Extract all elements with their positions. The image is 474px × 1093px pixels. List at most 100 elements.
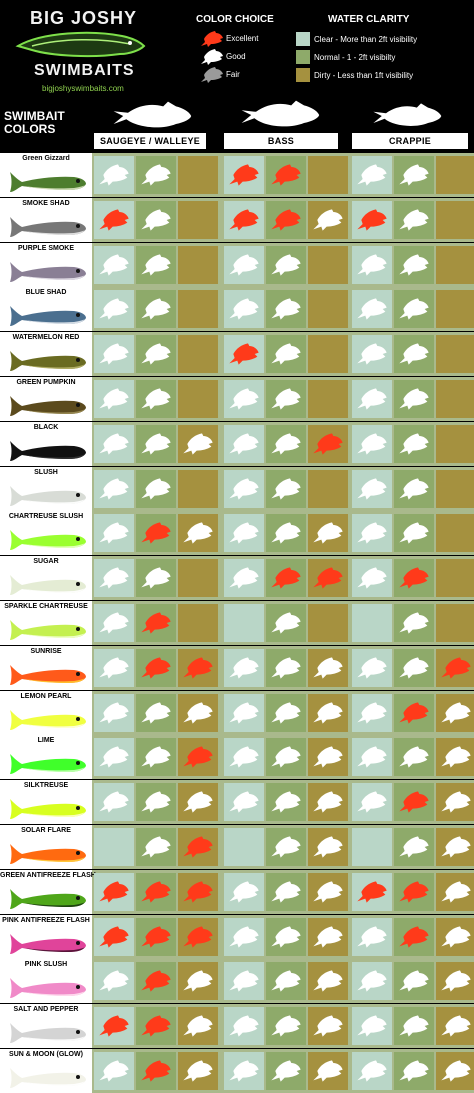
good-rating-fish-icon — [140, 431, 172, 457]
walleye-dirty-cell — [178, 559, 218, 598]
crappie-clear-cell — [352, 962, 392, 1001]
good-rating-fish-icon — [398, 520, 430, 546]
good-rating-fish-icon — [270, 431, 302, 457]
walleye-normal-cell — [136, 200, 176, 239]
lure-name: GREEN PUMPKIN — [16, 379, 76, 386]
good-rating-fish-icon — [228, 431, 260, 457]
table-row: SUGAR — [0, 556, 474, 601]
good-rating-fish-icon — [98, 162, 130, 188]
legend-good: Good — [226, 52, 246, 61]
excellent-rating-fish-icon — [228, 207, 260, 233]
good-rating-fish-icon — [98, 386, 130, 412]
crappie-normal-cell — [394, 514, 434, 553]
crappie-normal-cell — [394, 156, 434, 194]
lure-name: BLACK — [33, 423, 59, 431]
walleye-dirty-cell — [178, 872, 218, 911]
bass-normal-cell — [266, 917, 306, 956]
lure-cell: BLUE SHAD — [0, 287, 92, 332]
good-rating-fish-icon — [182, 520, 214, 546]
crappie-dirty-cell — [436, 693, 474, 732]
crappie-normal-cell — [394, 335, 434, 374]
good-rating-fish-icon — [228, 968, 260, 994]
excellent-rating-fish-icon — [228, 341, 260, 367]
swimbait-lure-icon — [10, 664, 86, 685]
table-row: SLUSH — [0, 466, 474, 511]
crappie-clear-cell — [352, 559, 392, 598]
good-rating-fish-icon — [270, 700, 302, 726]
good-rating-fish-icon — [312, 744, 344, 770]
walleye-dirty-cell — [178, 962, 218, 1001]
excellent-rating-fish-icon — [356, 207, 388, 233]
crappie-clear-cell — [352, 200, 392, 239]
table-row: LEMON PEARL — [0, 690, 474, 735]
walleye-clear-cell — [94, 156, 134, 194]
walleye-dirty-cell — [178, 424, 218, 463]
good-rating-fish-icon — [398, 162, 430, 188]
good-rating-fish-icon — [270, 744, 302, 770]
crappie-normal-cell — [394, 872, 434, 911]
crappie-normal-cell — [394, 693, 434, 732]
swimbait-lure-icon — [10, 216, 86, 237]
lure-cell: SUN & MOON (GLOW) — [0, 1049, 92, 1093]
good-rating-fish-icon — [270, 476, 302, 502]
crappie-normal-cell — [394, 604, 434, 642]
table-row: SPARKLE CHARTREUSE — [0, 601, 474, 645]
walleye-dirty-cell — [178, 514, 218, 553]
crappie-clear-cell — [352, 424, 392, 463]
lure-name: SUN & MOON (GLOW) — [9, 1051, 83, 1058]
lure-name: PINK SLUSH — [24, 961, 68, 969]
legend-excellent: Excellent — [226, 34, 259, 43]
crappie-clear-cell — [352, 783, 392, 822]
lure-name: SLUSH — [34, 468, 58, 476]
walleye-normal-cell — [136, 156, 176, 194]
swimbait-lure-icon — [10, 351, 86, 372]
good-rating-fish-icon — [312, 834, 344, 860]
walleye-dirty-cell — [178, 290, 218, 329]
crappie-dirty-cell — [436, 872, 474, 911]
bass-normal-cell — [266, 424, 306, 463]
bass-dirty-cell — [308, 469, 348, 508]
good-rating-fish-icon — [140, 834, 172, 860]
good-rating-fish-icon — [98, 520, 130, 546]
good-rating-fish-icon — [312, 700, 344, 726]
good-rating-fish-icon — [140, 162, 172, 188]
lure-cell: GREEN ANTIFREEZE FLASH — [0, 869, 96, 914]
lure-cell: WATERMELON RED — [0, 332, 92, 377]
walleye-dirty-cell — [178, 335, 218, 374]
lure-name: SILKTREUSE — [23, 782, 69, 790]
swimbait-lure-icon — [10, 799, 86, 820]
bass-normal-cell — [266, 380, 306, 418]
table-row: CHARTREUSE SLUSH — [0, 511, 474, 556]
walleye-normal-cell — [136, 380, 176, 418]
bass-normal-cell — [266, 738, 306, 777]
good-rating-fish-icon — [228, 565, 260, 591]
good-rating-fish-icon — [440, 924, 472, 950]
good-rating-fish-icon — [140, 476, 172, 502]
good-rating-fish-icon — [440, 1058, 472, 1084]
crappie-normal-cell — [394, 200, 434, 239]
good-rating-fish-icon — [228, 520, 260, 546]
bass-clear-cell — [224, 335, 264, 374]
good-rating-fish-icon — [312, 924, 344, 950]
good-rating-fish-icon — [356, 520, 388, 546]
walleye-dirty-cell — [178, 1007, 218, 1046]
walleye-clear-cell — [94, 828, 134, 866]
good-rating-fish-icon — [228, 386, 260, 412]
walleye-dirty-cell — [178, 604, 218, 642]
brand-logo: BIG JOSHY SWIMBAITS bigjoshyswimbaits.co… — [8, 4, 148, 94]
excellent-rating-fish-icon — [270, 162, 302, 188]
good-rating-fish-icon — [270, 252, 302, 278]
walleye-dirty-cell — [178, 917, 218, 956]
crappie-clear-cell — [352, 245, 392, 284]
good-rating-fish-icon — [98, 968, 130, 994]
walleye-dirty-cell — [178, 738, 218, 777]
lure-cell: SOLAR FLARE — [0, 825, 92, 869]
swimbait-colors-label: SWIMBAIT COLORS — [4, 109, 65, 136]
table-row: PINK ANTIFREEZE FLASH — [0, 914, 474, 959]
bass-normal-cell — [266, 604, 306, 642]
bass-dirty-cell — [308, 156, 348, 194]
bass-dirty-cell — [308, 380, 348, 418]
walleye-normal-cell — [136, 514, 176, 553]
good-rating-fish-icon — [98, 565, 130, 591]
bass-dirty-cell — [308, 335, 348, 374]
